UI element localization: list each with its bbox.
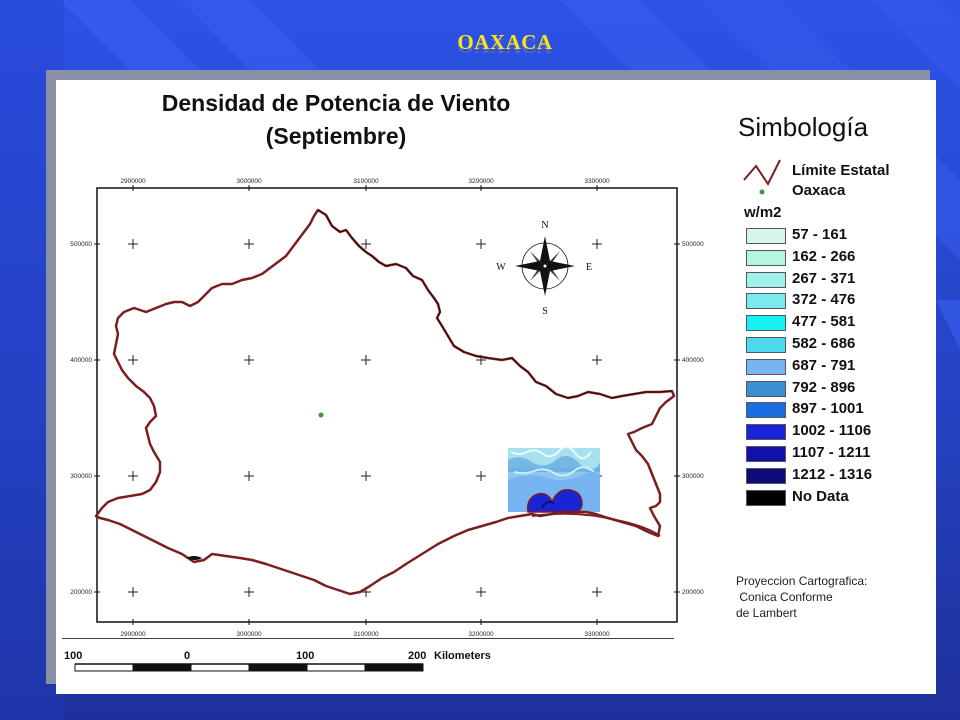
legend-swatch [746, 228, 786, 244]
compass-west: W [496, 262, 506, 273]
tick-label-top: 2900000 [120, 178, 146, 185]
tick-label-left: 300000 [70, 473, 92, 480]
projection-line1: Proyeccion Cartografica: [736, 574, 868, 588]
scale-label-200: 200 [408, 650, 427, 662]
legend-point-label: Oaxaca [792, 182, 846, 199]
scale-bar [74, 663, 424, 672]
tick-label-top: 3000000 [236, 178, 262, 185]
wind-density-raster [508, 446, 600, 513]
tick-label-right: 400000 [682, 357, 704, 364]
legend-range-label: 582 - 686 [792, 335, 856, 352]
legend-point-symbol [759, 189, 765, 195]
coastline [531, 512, 661, 537]
tick-label-bottom: 2900000 [120, 631, 146, 638]
legend-range-label: 1212 - 1316 [792, 465, 873, 483]
tick-label-left: 400000 [70, 357, 92, 364]
legend-range-label: 57 - 161 [792, 226, 848, 243]
legend-unit: w/m2 [744, 204, 782, 221]
legend-swatch [746, 337, 786, 353]
legend-range-label: 162 - 266 [792, 247, 856, 265]
legend-boundary-symbol [743, 159, 781, 186]
projection-line3: de Lambert [736, 606, 797, 620]
legend-title: Simbología [738, 112, 869, 142]
legend-range-label: 792 - 896 [792, 378, 856, 396]
legend-swatch [746, 424, 786, 441]
frame-ticks [94, 185, 680, 625]
grid-labels-right: 500000 400000 300000 200000 [682, 241, 704, 596]
legend-swatch [746, 249, 786, 266]
legend-range-label: 687 - 791 [792, 356, 856, 374]
compass-rose: N S E W [496, 220, 592, 317]
legend-range-label: 1002 - 1106 [792, 422, 872, 440]
legend-swatch [746, 358, 786, 375]
legend-boundary-label: Límite Estatal [792, 162, 890, 179]
compass-south: S [542, 306, 548, 317]
tick-label-top: 3100000 [353, 178, 379, 185]
legend-swatch [746, 446, 786, 462]
lagoon [186, 556, 202, 560]
map-title-line1: Densidad de Potencia de Viento [161, 90, 511, 116]
projection-line2: Conica Conforme [736, 590, 833, 604]
compass-north: N [541, 220, 548, 231]
tick-label-bottom: 3200000 [468, 631, 494, 638]
tick-label-bottom: 3000000 [236, 631, 262, 638]
grid-labels-left: 500000 400000 300000 200000 [70, 241, 92, 596]
state-boundary-inner [317, 209, 673, 399]
legend-range-label: No Data [792, 487, 849, 505]
map-panel: Densidad de Potencia de Viento (Septiemb… [56, 80, 936, 694]
tick-label-bottom: 3100000 [353, 631, 379, 638]
scale-label-100-left: 100 [64, 650, 83, 662]
tick-label-right: 300000 [682, 473, 704, 480]
tick-label-right: 200000 [682, 589, 704, 596]
legend-range-label: 477 - 581 [792, 313, 856, 331]
legend-swatch [746, 293, 786, 310]
tick-label-top: 3200000 [468, 178, 494, 185]
slide-title: OAXACA [457, 30, 553, 54]
oaxaca-city-point [318, 412, 324, 418]
legend-range-label: 372 - 476 [792, 291, 856, 309]
tick-label-right: 500000 [682, 241, 704, 248]
map-frame [96, 187, 678, 623]
map-edge-line [62, 638, 674, 639]
map-title-line2: (Septiembre) [265, 123, 407, 149]
scale-label-0: 0 [184, 650, 191, 662]
legend-swatch [746, 380, 786, 397]
grid-labels-top: 2900000 3000000 3100000 3200000 3300000 [120, 178, 610, 185]
tick-label-bottom: 3300000 [584, 631, 610, 638]
legend-swatch [746, 271, 786, 288]
legend-range-label: 267 - 371 [792, 269, 856, 287]
grid-labels-bottom: 2900000 3000000 3100000 3200000 3300000 [120, 631, 610, 638]
graticule-crosses [128, 239, 602, 597]
tick-label-top: 3300000 [584, 178, 610, 185]
compass-east: E [586, 262, 592, 273]
legend-swatch [746, 489, 786, 506]
scale-label-100: 100 [296, 650, 315, 662]
tick-label-left: 500000 [70, 241, 92, 248]
legend-range-label: 897 - 1001 [792, 400, 864, 418]
legend-swatch [746, 467, 786, 484]
map-canvas: 2900000 3000000 3100000 3200000 3300000 … [62, 159, 781, 672]
legend-swatch [746, 315, 786, 332]
legend-swatch [746, 402, 786, 419]
legend-range-label: 1107 - 1211 [792, 444, 871, 461]
scale-unit: Kilometers [434, 650, 491, 662]
tick-label-left: 200000 [70, 589, 92, 596]
